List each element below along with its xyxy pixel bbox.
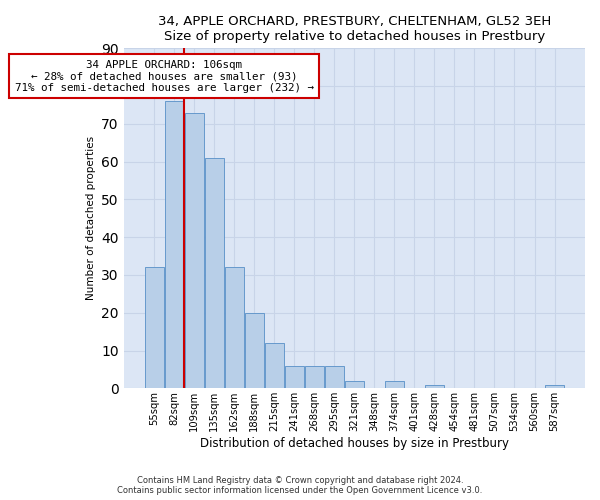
Bar: [205, 158, 224, 388]
Bar: [265, 343, 284, 388]
Bar: [385, 380, 404, 388]
Y-axis label: Number of detached properties: Number of detached properties: [86, 136, 95, 300]
Bar: [245, 312, 264, 388]
Bar: [345, 380, 364, 388]
Bar: [164, 101, 184, 388]
Text: Contains HM Land Registry data © Crown copyright and database right 2024.
Contai: Contains HM Land Registry data © Crown c…: [118, 476, 482, 495]
Bar: [545, 384, 564, 388]
Title: 34, APPLE ORCHARD, PRESTBURY, CHELTENHAM, GL52 3EH
Size of property relative to : 34, APPLE ORCHARD, PRESTBURY, CHELTENHAM…: [158, 15, 551, 43]
Bar: [425, 384, 444, 388]
Bar: [305, 366, 324, 388]
Text: 34 APPLE ORCHARD: 106sqm
← 28% of detached houses are smaller (93)
71% of semi-d: 34 APPLE ORCHARD: 106sqm ← 28% of detach…: [14, 60, 314, 93]
Bar: [145, 268, 164, 388]
X-axis label: Distribution of detached houses by size in Prestbury: Distribution of detached houses by size …: [200, 437, 509, 450]
Bar: [185, 112, 204, 388]
Bar: [225, 268, 244, 388]
Bar: [325, 366, 344, 388]
Bar: [285, 366, 304, 388]
